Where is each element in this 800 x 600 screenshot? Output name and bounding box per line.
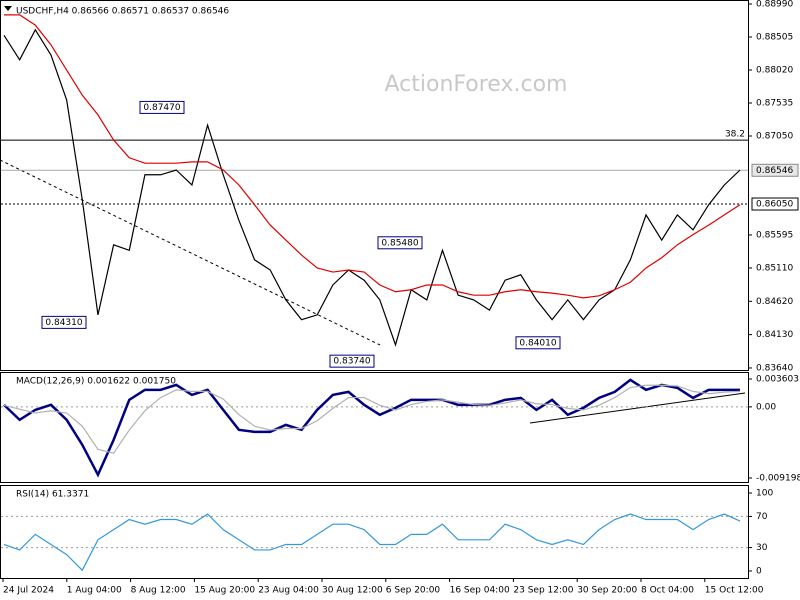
x-tick-label: 15 Oct 12:00 <box>705 586 764 596</box>
x-tick-label: 8 Aug 12:00 <box>131 586 186 596</box>
y-tick-label: -0.009198 <box>756 473 800 483</box>
price-annotation: 0.84010 <box>519 338 556 348</box>
macd-trend-line <box>529 392 746 424</box>
x-tick-label: 23 Aug 04:00 <box>258 586 319 596</box>
y-tick-label: 30 <box>756 543 768 553</box>
level-box <box>751 197 799 211</box>
y-tick-label: 0.85595 <box>756 230 793 240</box>
level-label: 0.86050 <box>756 200 793 210</box>
y-tick-label: 0.88990 <box>756 0 793 10</box>
price-panel <box>0 0 749 371</box>
watermark: ActionForex.com <box>385 72 568 97</box>
level-label: 38.2 <box>725 130 745 140</box>
y-tick-label: 0.84130 <box>756 330 793 340</box>
x-tick-label: 16 Sep 04:00 <box>450 586 510 596</box>
y-tick-label: 0 <box>756 566 762 576</box>
price-annotation: 0.87470 <box>143 103 180 113</box>
x-tick-label: 1 Aug 04:00 <box>67 586 122 596</box>
y-tick-label: 0.87050 <box>756 131 793 141</box>
y-tick-label: 0.85110 <box>756 263 793 273</box>
level-box <box>751 163 799 177</box>
menu-arrow[interactable] <box>4 6 12 11</box>
panel-title: RSI(14) 61.3371 <box>16 490 89 500</box>
series-line <box>3 384 741 454</box>
x-tick-label: 6 Sep 20:00 <box>386 586 441 596</box>
y-tick-label: 100 <box>756 489 773 499</box>
price-annotation-box <box>377 236 423 250</box>
series-line <box>3 378 740 478</box>
price-annotation-box <box>515 336 561 350</box>
price-annotation-box <box>41 315 87 329</box>
price-annotation-box <box>139 100 185 114</box>
x-tick-label: 8 Oct 04:00 <box>641 586 694 596</box>
series-line <box>3 28 741 347</box>
x-tick-label: 24 Jul 2024 <box>3 586 54 596</box>
y-tick-label: 0.88020 <box>756 66 793 76</box>
y-tick-label: 0.83640 <box>756 363 793 373</box>
trend-line <box>0 159 381 346</box>
panel-title: MACD(12,26,9) 0.001622 0.001750 <box>16 377 176 387</box>
price-annotation-box <box>329 354 375 368</box>
series-line <box>4 14 741 299</box>
macd-panel <box>0 372 749 483</box>
panel-title: USDCHF,H4 0.86566 0.86571 0.86537 0.8654… <box>16 7 229 17</box>
x-tick-label: 30 Sep 20:00 <box>577 586 637 596</box>
y-tick-label: 70 <box>756 512 768 522</box>
y-tick-label: 0.84620 <box>756 297 793 307</box>
rsi-panel <box>0 485 749 579</box>
x-tick-label: 30 Aug 12:00 <box>322 586 383 596</box>
x-tick-label: 15 Aug 20:00 <box>194 586 255 596</box>
series-line <box>3 513 741 572</box>
price-annotation: 0.83740 <box>333 357 370 367</box>
y-tick-label: 0.87535 <box>756 98 793 108</box>
price-annotation: 0.85480 <box>381 238 418 248</box>
y-tick-label: 0.88505 <box>756 33 793 43</box>
x-tick-label: 23 Sep 12:00 <box>513 586 573 596</box>
y-tick-label: 0.00 <box>756 402 776 412</box>
price-annotation: 0.84310 <box>45 318 82 328</box>
level-label: 0.86546 <box>756 166 793 176</box>
y-tick-label: 0.003603 <box>756 375 799 385</box>
